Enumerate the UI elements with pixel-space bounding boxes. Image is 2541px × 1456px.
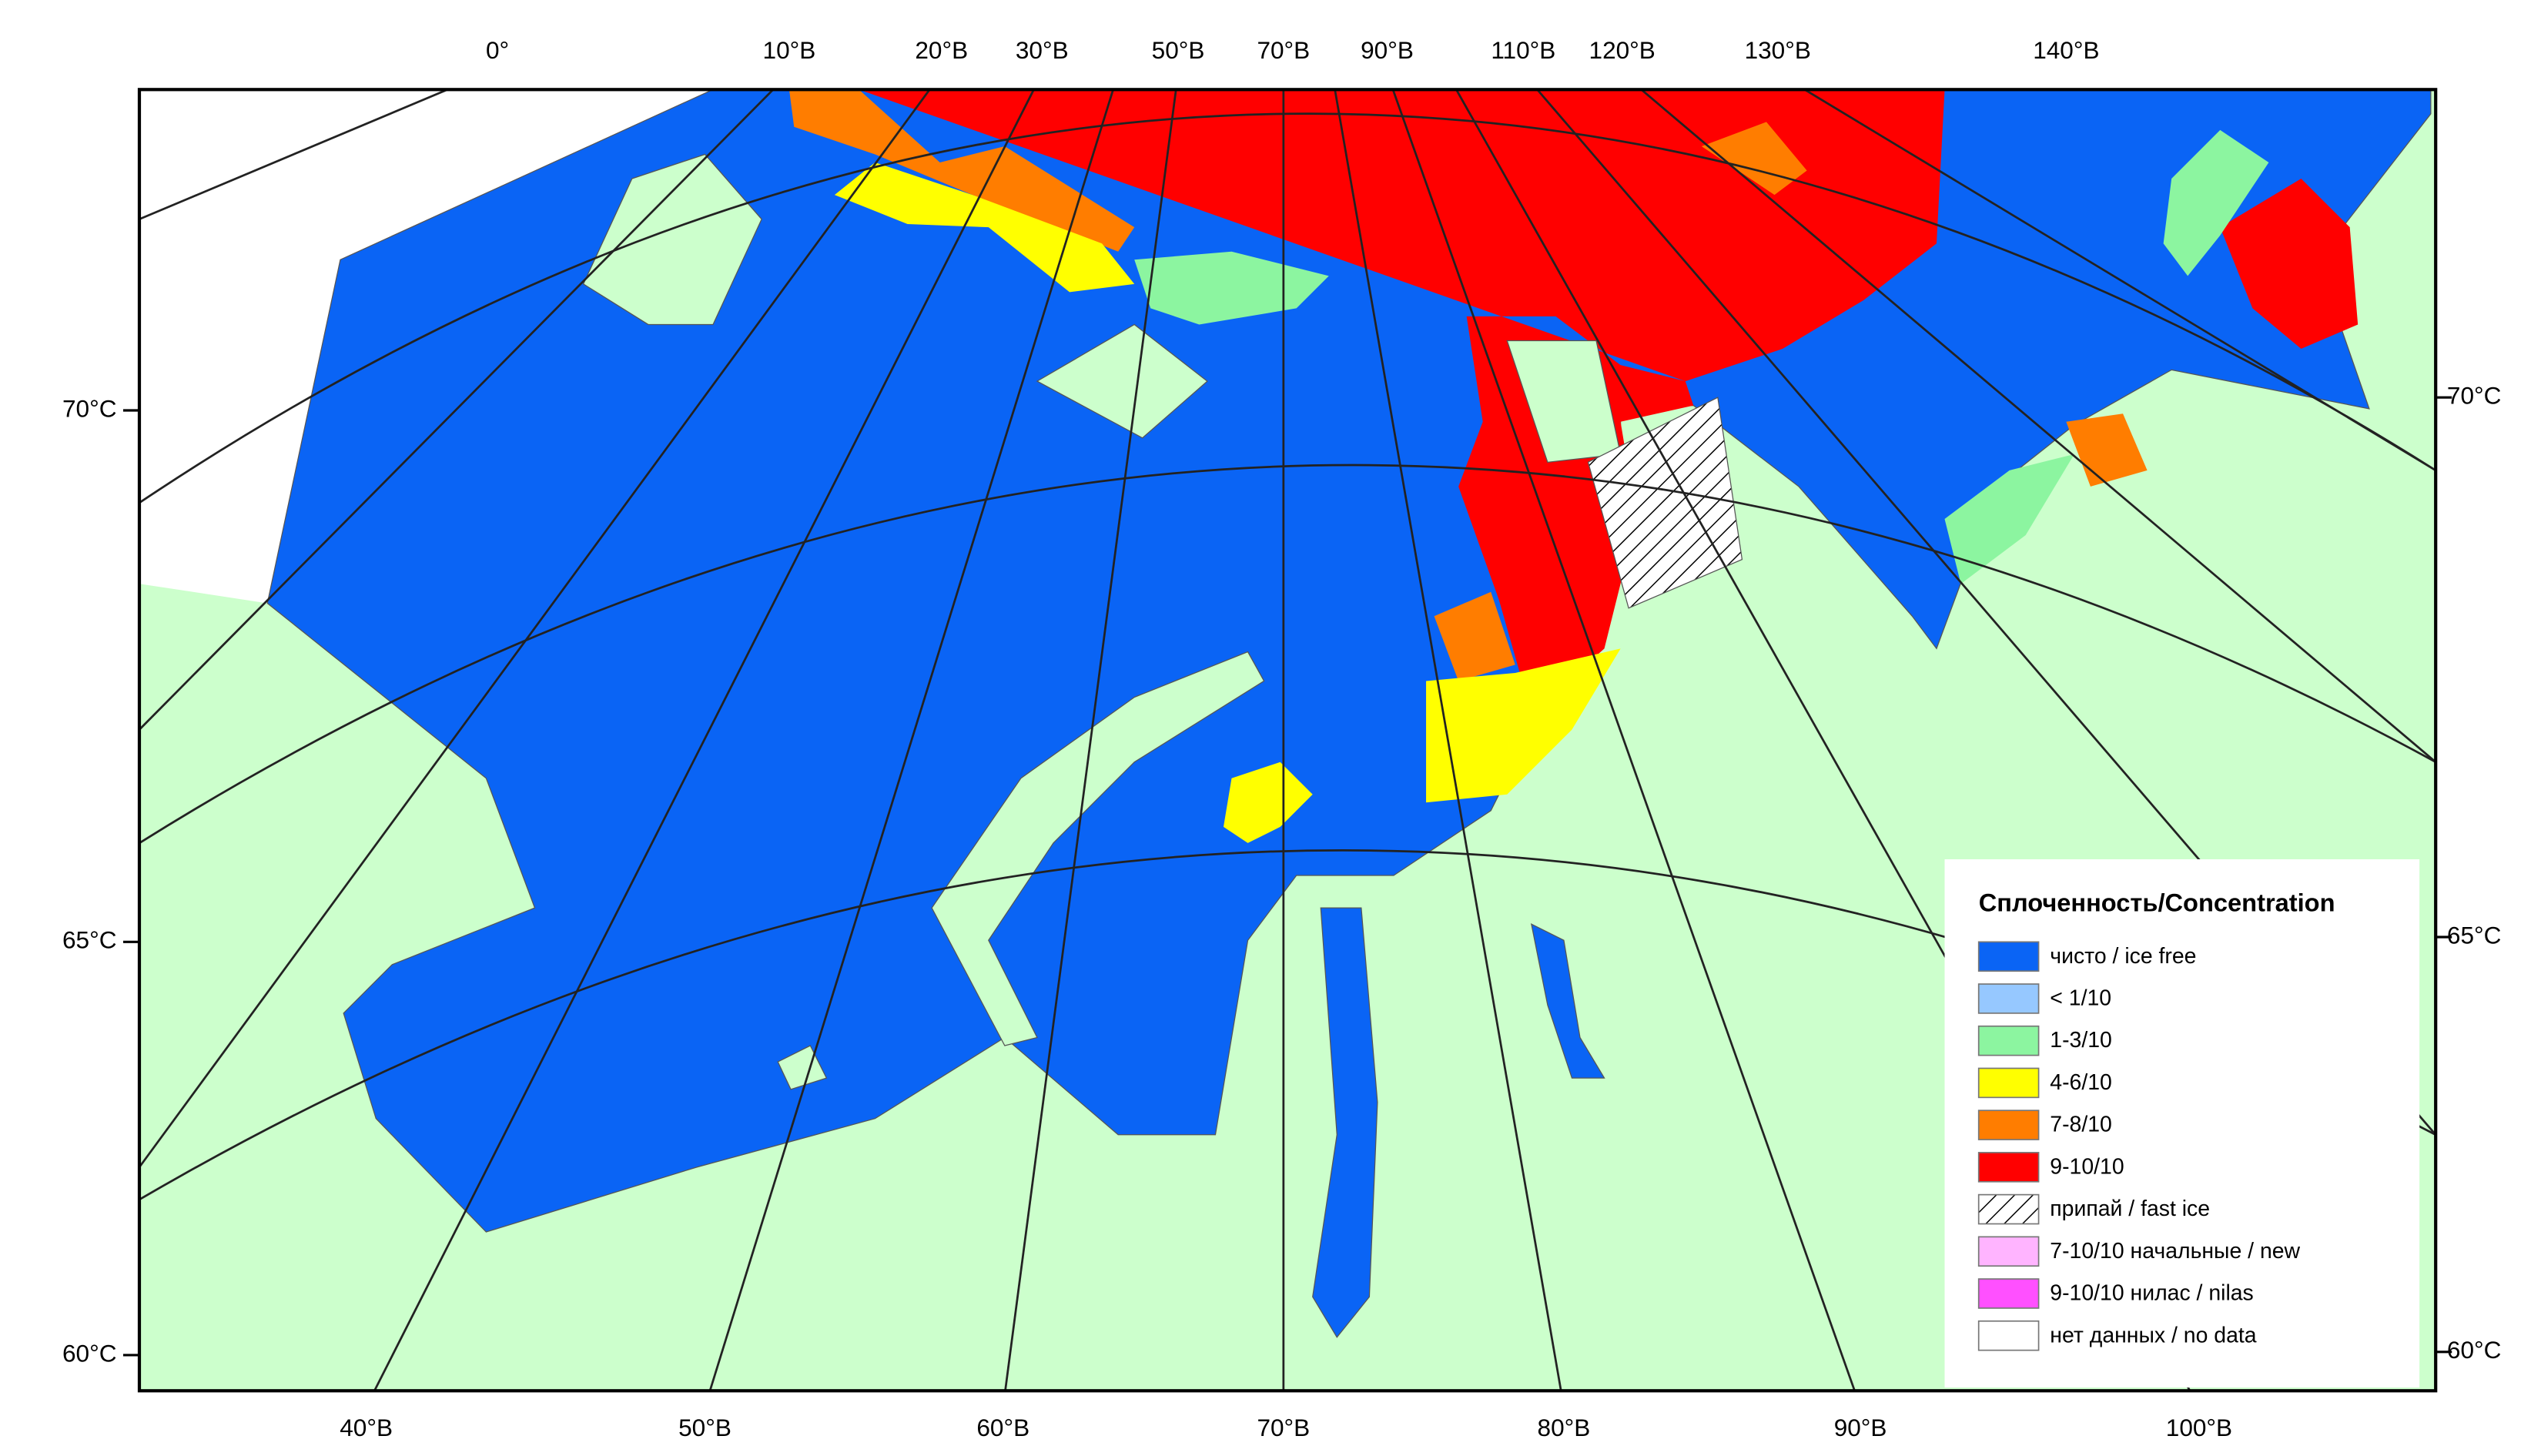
fast-ice bbox=[1587, 397, 1743, 609]
ice-7-8 bbox=[788, 89, 1135, 252]
left-latitude-label: 70°С bbox=[62, 394, 117, 422]
legend-label: 4-6/10 bbox=[2050, 1070, 2112, 1095]
ice-9-10-east bbox=[2220, 179, 2359, 350]
legend-label: < 1/10 bbox=[2050, 986, 2111, 1011]
legend: чисто / ice free < 1/10 1-3/10 4-6/10 7-8/10… bbox=[1977, 941, 2301, 1351]
svalbard bbox=[582, 153, 762, 326]
right-latitude-label: 70°С bbox=[2447, 382, 2502, 410]
left-latitude-label: 65°С bbox=[62, 926, 117, 954]
ice-7-8-b bbox=[1434, 591, 1515, 681]
right-latitude-label: 60°С bbox=[2447, 1336, 2502, 1364]
legend-swatch bbox=[1977, 1236, 2040, 1267]
legend-swatch bbox=[1977, 1025, 2040, 1056]
top-longitude-label: 140°В bbox=[2033, 36, 2099, 64]
top-longitude-label: 90°В bbox=[1361, 36, 1414, 64]
ice-1-3 bbox=[1134, 251, 1329, 325]
legend-label: чисто / ice free bbox=[2050, 944, 2196, 969]
ice-7-8-d bbox=[2066, 413, 2148, 487]
top-longitude-label: 110°В bbox=[1491, 36, 1555, 64]
ice-4-6-c bbox=[1223, 761, 1313, 843]
map-area bbox=[139, 89, 2436, 1391]
graticule bbox=[139, 89, 2436, 1391]
legend-label: припай / fast ice bbox=[2050, 1197, 2210, 1221]
top-longitude-label: 20°В bbox=[915, 36, 968, 64]
ice-4-6-b bbox=[1426, 648, 1621, 803]
legend-swatch bbox=[1977, 1320, 2040, 1351]
bottom-longitude-label: 90°В bbox=[1834, 1414, 1887, 1441]
bottom-longitude-label: 60°В bbox=[976, 1414, 1029, 1441]
bottom-longitude-label: 80°В bbox=[1538, 1414, 1591, 1441]
ice-1-3-c bbox=[1944, 454, 2074, 584]
ob-gulf bbox=[1312, 907, 1378, 1338]
legend-label: 9-10/10 нилас / nilas bbox=[2050, 1281, 2253, 1306]
top-longitude-label: 50°В bbox=[1152, 36, 1205, 64]
legend-label: 7-10/10 начальные / new bbox=[2050, 1239, 2300, 1264]
legend-label: 7-8/10 bbox=[2050, 1113, 2112, 1137]
legend-swatch bbox=[1977, 1110, 2040, 1140]
legend-label: нет данных / no data bbox=[2050, 1323, 2256, 1347]
no-data-area bbox=[139, 89, 714, 604]
legend-swatch bbox=[1977, 1067, 2040, 1099]
franz-josef-land bbox=[1036, 323, 1208, 439]
legend-swatch bbox=[1977, 1193, 2040, 1225]
ice-9-10 bbox=[859, 89, 1945, 714]
legend-swatch bbox=[1977, 941, 2040, 972]
yenisei-gulf bbox=[1530, 923, 1605, 1079]
graticule-labels: 0° 10°В 20°В 30°В 50°В 70°В 90°В 110°В 120°В 130°… bbox=[62, 36, 2501, 1441]
left-latitude-label: 60°С bbox=[62, 1339, 117, 1367]
novaya-zemlya bbox=[931, 651, 1265, 1046]
legend-swatch bbox=[1977, 1152, 2040, 1183]
top-longitude-label: 0° bbox=[486, 36, 509, 64]
top-longitude-label: 130°В bbox=[1745, 36, 1811, 64]
top-longitude-label: 30°В bbox=[1016, 36, 1069, 64]
bottom-longitude-label: 40°В bbox=[340, 1414, 393, 1441]
legend-swatch bbox=[1977, 983, 2040, 1014]
top-longitude-label: 70°В bbox=[1257, 36, 1310, 64]
sea-ice-free bbox=[266, 89, 2432, 1233]
bottom-longitude-label: 70°В bbox=[1257, 1414, 1310, 1441]
map-frame bbox=[137, 88, 2438, 1393]
right-latitude-label: 65°С bbox=[2447, 921, 2502, 949]
legend-label: 9-10/10 bbox=[2050, 1154, 2124, 1179]
legend-swatch bbox=[1977, 1278, 2040, 1309]
bottom-longitude-label: 100°В bbox=[2166, 1414, 2232, 1441]
legend-label: 1-3/10 bbox=[2050, 1028, 2112, 1053]
top-longitude-label: 120°В bbox=[1589, 36, 1656, 64]
legend-title: Сплоченность/Concentration bbox=[1979, 889, 2335, 917]
ice-1-3-b bbox=[2163, 129, 2269, 276]
bottom-longitude-label: 50°В bbox=[678, 1414, 732, 1441]
top-longitude-label: 10°В bbox=[763, 36, 816, 64]
